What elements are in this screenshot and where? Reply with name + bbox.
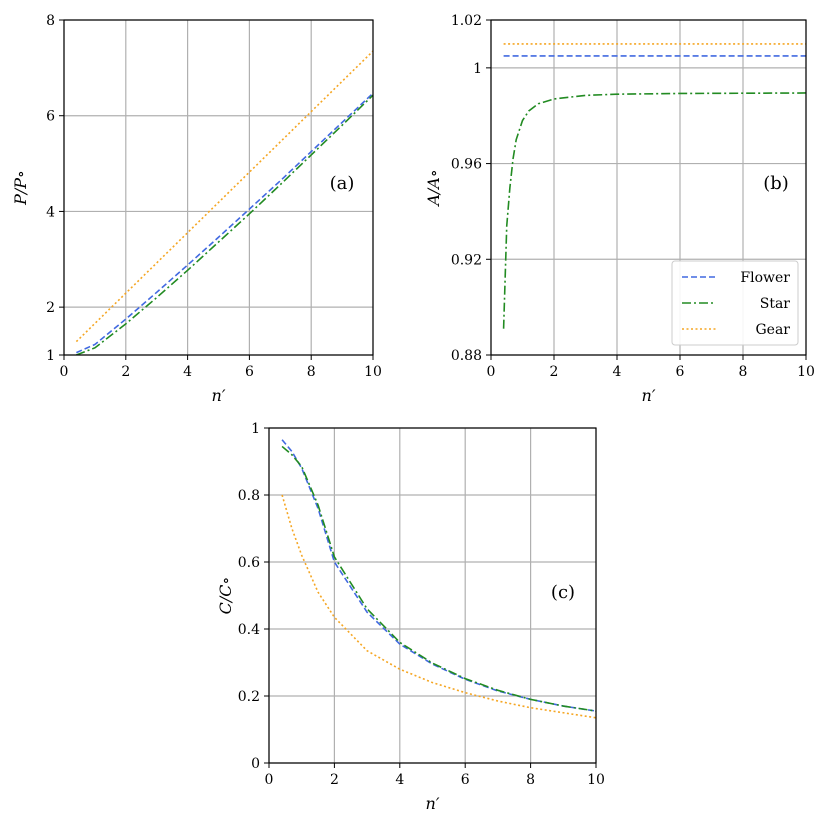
x-tick-label: 8 xyxy=(307,364,316,380)
y-tick-label: 0.4 xyxy=(238,622,260,638)
legend-label-star: Star xyxy=(760,296,791,312)
x-tick-label: 4 xyxy=(395,772,404,788)
panel-label: (c) xyxy=(551,582,575,603)
series-line-star xyxy=(502,92,806,329)
y-tick-label: 0.88 xyxy=(451,348,482,364)
x-tick-label: 4 xyxy=(183,364,192,380)
x-tick-label: 6 xyxy=(676,364,685,380)
y-tick-label: 0.6 xyxy=(238,555,260,571)
series-line-star xyxy=(76,94,373,355)
series-line-star xyxy=(281,445,596,712)
x-tick-label: 0 xyxy=(265,772,274,788)
axes-frame xyxy=(63,19,374,356)
series-line-gear xyxy=(281,494,596,719)
x-tick-label: 0 xyxy=(60,364,69,380)
series-line-gear xyxy=(75,50,373,343)
y-tick-label: 0.2 xyxy=(238,689,260,705)
panel-label: (a) xyxy=(330,173,355,194)
y-tick-label: 6 xyxy=(46,109,55,125)
y-tick-label: 4 xyxy=(46,204,55,220)
x-tick-label: 2 xyxy=(121,364,130,380)
axes-frame xyxy=(268,427,597,764)
y-tick-label: 0.8 xyxy=(238,488,260,504)
x-axis-label: n′ xyxy=(642,386,656,405)
x-tick-label: 8 xyxy=(739,364,748,380)
x-tick-label: 8 xyxy=(526,772,535,788)
y-tick-label: 1 xyxy=(473,61,482,77)
legend-box xyxy=(671,260,799,346)
x-tick-label: 4 xyxy=(613,364,622,380)
x-axis-label: n′ xyxy=(426,794,440,813)
y-tick-label: 0 xyxy=(251,756,260,772)
legend-label-flower: Flower xyxy=(740,270,790,286)
x-tick-label: 10 xyxy=(587,772,605,788)
y-axis-label: C/C∘ xyxy=(216,577,235,615)
panel-label: (b) xyxy=(763,173,789,194)
y-tick-label: 1.02 xyxy=(451,13,482,29)
x-axis-label: n′ xyxy=(212,386,226,405)
x-tick-label: 2 xyxy=(330,772,339,788)
legend: Flower Star Gear xyxy=(671,260,799,346)
y-axis-label: P/P∘ xyxy=(11,170,30,206)
x-tick-label: 6 xyxy=(245,364,254,380)
x-tick-label: 10 xyxy=(364,364,382,380)
panel-b: 0 2 4 6 8 10 0.88 0.92 0.96 1 1.02 n′ A/A∘ (b) Flower S… xyxy=(424,13,815,405)
series-line-flower xyxy=(76,92,373,354)
series-line-flower xyxy=(281,439,596,712)
y-tick-label: 0.92 xyxy=(451,252,482,268)
y-tick-label: 0.96 xyxy=(451,157,482,173)
x-tick-label: 2 xyxy=(550,364,559,380)
panel-c: 0 2 4 6 8 10 0 0.2 0.4 0.6 0.8 1 n′ C/C∘ (c) xyxy=(216,421,605,813)
x-tick-label: 0 xyxy=(487,364,496,380)
y-tick-label: 1 xyxy=(46,348,55,364)
y-tick-label: 8 xyxy=(46,13,55,29)
y-axis-label: A/A∘ xyxy=(424,169,443,207)
y-tick-label: 1 xyxy=(251,421,260,437)
axes-frame xyxy=(490,19,807,356)
x-tick-label: 6 xyxy=(461,772,470,788)
x-tick-label: 10 xyxy=(797,364,815,380)
y-tick-label: 2 xyxy=(46,300,55,316)
legend-label-gear: Gear xyxy=(755,322,790,338)
